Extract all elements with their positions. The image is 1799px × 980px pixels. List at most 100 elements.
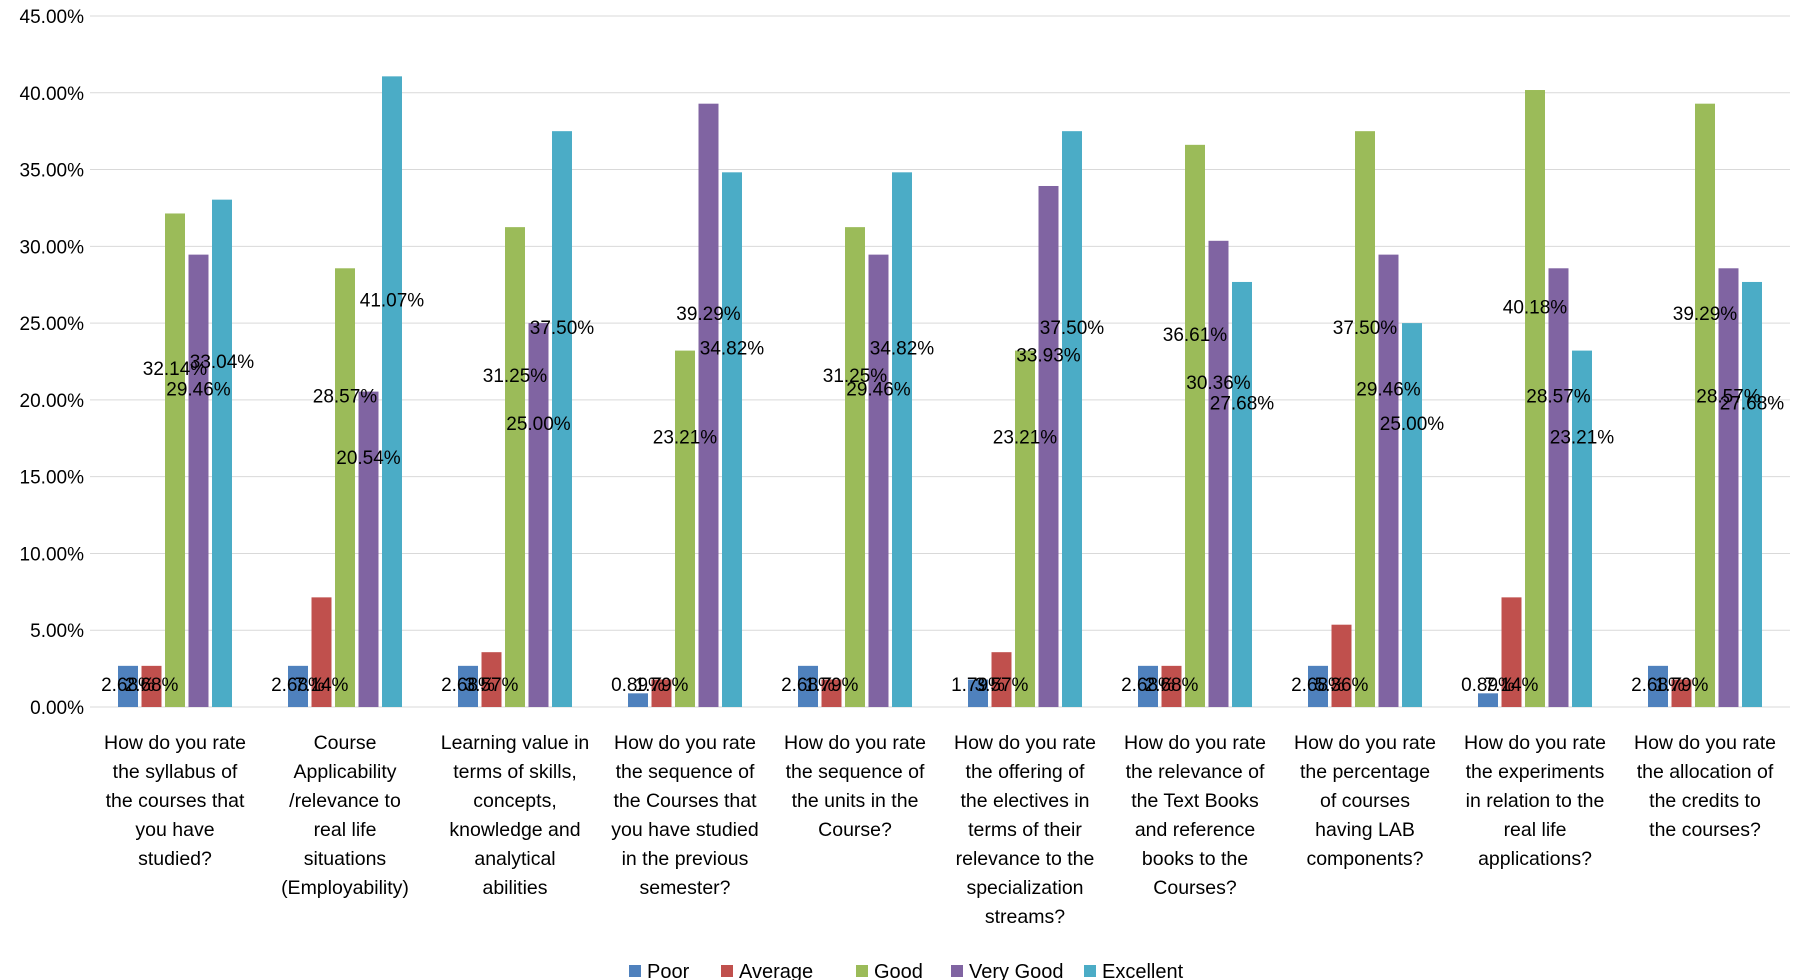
data-label: 39.29% bbox=[1673, 304, 1738, 325]
bar bbox=[1525, 90, 1545, 707]
data-label: 2.68% bbox=[781, 675, 835, 696]
bar bbox=[1718, 268, 1739, 707]
category-label-line: real life bbox=[314, 819, 377, 841]
category-label-line: the sequence of bbox=[786, 761, 925, 783]
data-label: 34.82% bbox=[700, 339, 765, 360]
data-label: 40.18% bbox=[1503, 297, 1568, 318]
legend-label: Average bbox=[739, 961, 813, 980]
data-label: 20.54% bbox=[336, 448, 401, 469]
data-label: 23.21% bbox=[1550, 428, 1615, 449]
category-label-line: terms of their bbox=[968, 819, 1082, 841]
data-label: 30.36% bbox=[1186, 373, 1251, 394]
category-label-line: analytical bbox=[474, 848, 555, 870]
category-label: Course Applicability/relevance to real lif… bbox=[281, 732, 409, 899]
legend-swatch bbox=[951, 965, 963, 977]
bar bbox=[1232, 281, 1252, 707]
bar bbox=[892, 172, 912, 707]
category-label-line: the courses that bbox=[106, 790, 245, 812]
category-label-line: books to the bbox=[1142, 848, 1248, 870]
bar bbox=[1138, 665, 1158, 707]
category-label-line: knowledge and bbox=[449, 819, 580, 841]
category-label: How do you rate the relevance of the Text … bbox=[1124, 732, 1266, 899]
bar bbox=[188, 254, 209, 707]
bars bbox=[118, 76, 1762, 708]
data-label: 41.07% bbox=[360, 291, 425, 312]
bar bbox=[1308, 665, 1328, 707]
category-label: How do you rate the experiments in relatio… bbox=[1464, 732, 1606, 870]
bar bbox=[505, 227, 525, 707]
category-label-line: components? bbox=[1306, 848, 1423, 870]
legend-label: Very Good bbox=[969, 961, 1064, 980]
category-label-line: the Courses that bbox=[613, 790, 757, 812]
bar bbox=[311, 597, 332, 707]
data-labels: 2.68%2.68%32.14%29.46%33.04%2.68%7.14%28… bbox=[101, 291, 1784, 696]
category-label-line: the syllabus of bbox=[113, 761, 238, 783]
bar bbox=[1671, 679, 1692, 707]
x-axis-category-labels: How do you rate the syllabus of the course… bbox=[104, 732, 1776, 928]
category-label: How do you rate the percentage of courses h… bbox=[1294, 732, 1436, 870]
bar bbox=[212, 199, 232, 707]
y-tick-label: 35.00% bbox=[20, 161, 85, 182]
legend-label: Excellent bbox=[1102, 961, 1184, 980]
data-label: 23.21% bbox=[993, 428, 1058, 449]
data-label: 1.79% bbox=[1655, 675, 1709, 696]
category-label-line: in the previous bbox=[622, 848, 749, 870]
bar bbox=[165, 213, 185, 707]
bar bbox=[528, 323, 549, 707]
category-label-line: situations bbox=[304, 848, 387, 870]
data-label: 23.21% bbox=[653, 428, 718, 449]
bar bbox=[845, 227, 865, 707]
bar bbox=[991, 652, 1012, 707]
bar bbox=[1331, 624, 1352, 707]
bar bbox=[651, 679, 672, 707]
data-label: 2.68% bbox=[1145, 675, 1199, 696]
bar bbox=[335, 268, 355, 707]
data-label: 2.68% bbox=[125, 675, 179, 696]
data-label: 33.04% bbox=[190, 352, 255, 373]
data-label: 25.00% bbox=[1380, 414, 1445, 435]
data-label: 1.79% bbox=[951, 675, 1005, 696]
bar bbox=[458, 665, 478, 707]
data-label: 33.93% bbox=[1016, 345, 1081, 366]
category-label-line: /relevance to bbox=[289, 790, 401, 812]
legend-swatch bbox=[856, 965, 868, 977]
data-label: 3.57% bbox=[975, 675, 1029, 696]
legend-label: Poor bbox=[647, 961, 690, 980]
category-label-line: studied? bbox=[138, 848, 212, 870]
category-label-line: the offering of bbox=[966, 761, 1085, 783]
data-label: 31.25% bbox=[483, 366, 548, 387]
data-label: 28.57% bbox=[1696, 387, 1761, 408]
y-tick-label: 20.00% bbox=[20, 391, 85, 412]
category-label-line: How do you rate bbox=[1634, 732, 1776, 754]
category-label-line: the experiments bbox=[1466, 761, 1605, 783]
bar bbox=[382, 76, 402, 707]
category-label-line: you have studied bbox=[611, 819, 758, 841]
y-tick-label: 10.00% bbox=[20, 544, 85, 565]
bar bbox=[141, 665, 162, 707]
legend-swatch bbox=[721, 965, 733, 977]
category-label-line: Courses? bbox=[1153, 877, 1237, 899]
category-label-line: concepts, bbox=[473, 790, 556, 812]
bar bbox=[675, 350, 695, 707]
category-label-line: the allocation of bbox=[1637, 761, 1774, 783]
y-axis-tick-labels: 0.00% 5.00% 10.00% 15.00% 20.00% 25.00% 30.00%… bbox=[20, 7, 85, 719]
category-label-line: Learning value in bbox=[441, 732, 590, 754]
bar bbox=[1548, 268, 1569, 707]
category-label-line: having LAB bbox=[1315, 819, 1415, 841]
category-label-line: How do you rate bbox=[1124, 732, 1266, 754]
data-label: 32.14% bbox=[143, 359, 208, 380]
category-label-line: specialization bbox=[966, 877, 1083, 899]
data-label: 3.57% bbox=[465, 675, 519, 696]
data-label: 27.68% bbox=[1720, 393, 1785, 414]
category-label-line: in relation to the bbox=[1466, 790, 1605, 812]
bar bbox=[798, 665, 818, 707]
data-label: 28.57% bbox=[1526, 387, 1591, 408]
bar bbox=[1208, 240, 1229, 707]
category-label-line: (Employability) bbox=[281, 877, 409, 899]
bar bbox=[722, 172, 742, 707]
y-tick-label: 40.00% bbox=[20, 84, 85, 105]
legend-label: Good bbox=[874, 961, 923, 980]
legend: Poor Average Good Very Good Excellent bbox=[629, 961, 1184, 980]
bar bbox=[1501, 597, 1522, 707]
